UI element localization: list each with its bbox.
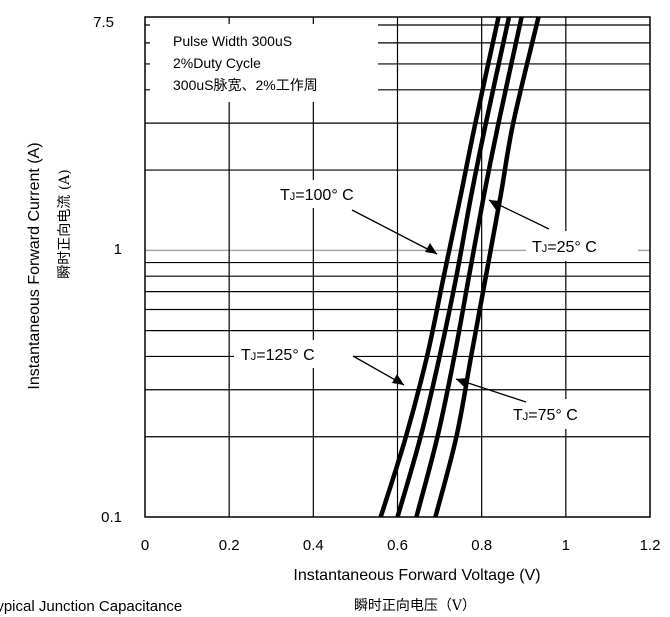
series-curve [378,16,501,518]
y-tick-label: 7.5 [93,14,114,31]
series-curve [414,16,524,518]
series-curve [395,16,512,518]
x-tick-label: 1 [562,537,570,554]
x-tick-label: 0.8 [471,537,492,554]
x-tick-label: 0.6 [387,537,408,554]
curves [378,16,541,518]
note-line: 300uS脉宽、2%工作周 [173,77,318,93]
svg-text:TJ=100° C: TJ=100° C [280,187,354,204]
x-tick-label: 0.4 [303,537,324,554]
svg-text:TJ=25° C: TJ=25° C [532,239,597,256]
note-line: 2%Duty Cycle [173,55,261,71]
note-line: Pulse Width 300uS [173,33,292,49]
series-label-75c: TJ=75° C [455,378,632,429]
svg-text:TJ=75° C: TJ=75° C [513,407,578,424]
test-condition-note: Pulse Width 300uS 2%Duty Cycle 300uS脉宽、2… [150,24,378,102]
series-label-25c: TJ=25° C [488,199,638,261]
x-tick-label: 0 [141,537,149,554]
plot-frame [144,16,651,518]
series-label-125c: TJ=125° C [234,340,405,386]
y-tick-label: 1 [114,241,122,258]
series-curve [433,16,541,518]
series-label-100c: TJ=100° C [272,180,438,255]
y-tick-label: 0.1 [101,509,122,526]
y-axis-title: Instantaneous Forward Current (A) [26,142,43,389]
x-axis-title: Instantaneous Forward Voltage (V) [293,567,540,584]
x-tick-labels: 0 0.2 0.4 0.6 0.8 1 1.2 [141,537,661,554]
x-tick-label: 0.2 [219,537,240,554]
x-axis-title-cn: 瞬时正向电压（V） [354,598,476,614]
y-axis-title-cn: 瞬时正向电流 (A) [57,169,73,278]
next-figure-caption: Typical Junction Capacitance [0,598,183,615]
y-tick-labels: 7.5 1 0.1 [93,14,122,526]
x-tick-label: 1.2 [640,537,661,554]
svg-text:TJ=125° C: TJ=125° C [241,347,315,364]
